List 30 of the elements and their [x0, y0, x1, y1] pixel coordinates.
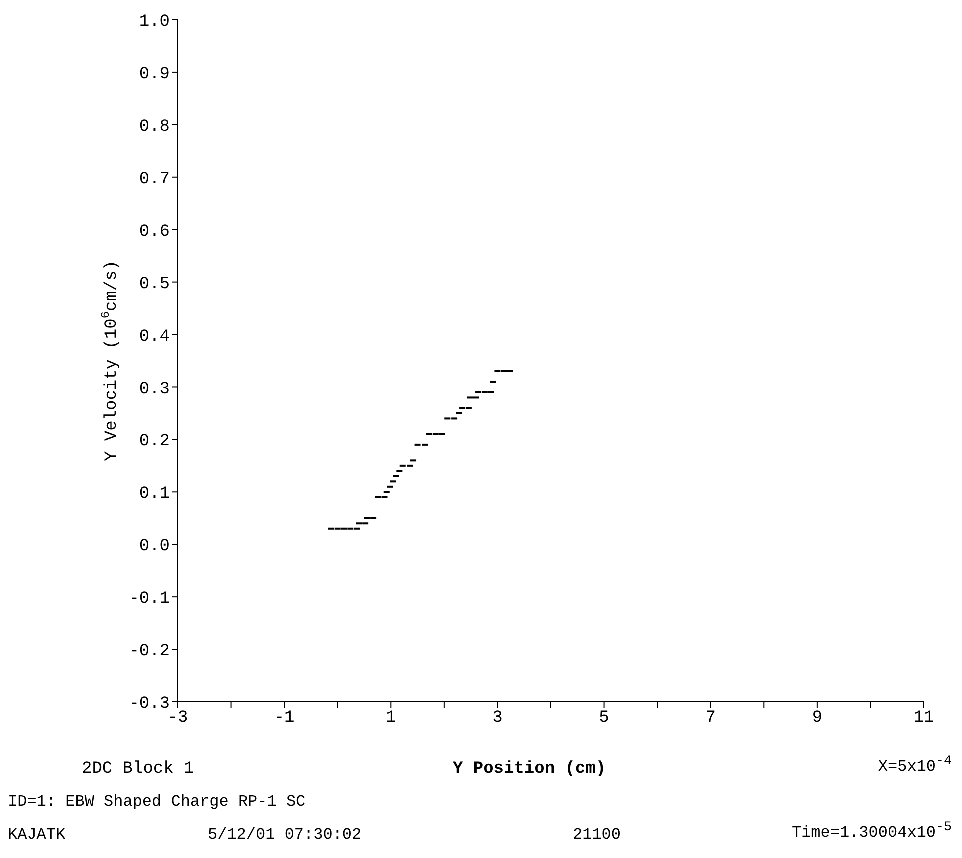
text: 5/12/01 07:30:02	[208, 826, 362, 844]
text: KAJATK	[8, 826, 66, 844]
y-tick-label: 1.0	[139, 13, 170, 32]
text: 2DC Block 1	[82, 760, 194, 779]
y-tick-label: -0.2	[129, 642, 170, 662]
x-tick-label: 11	[914, 709, 934, 728]
y-tick-label: 0.0	[139, 538, 170, 557]
y-tick-label: 0.4	[139, 328, 170, 347]
x-tick-label: 9	[812, 709, 823, 728]
x-tick-label: 5	[599, 709, 610, 728]
x-tick-label: 3	[492, 709, 503, 728]
y-tick-label: -0.1	[129, 590, 170, 610]
y-tick-label: -0.3	[129, 695, 170, 714]
y-tick-label: 0.1	[139, 485, 170, 504]
y-tick-label: 0.3	[139, 380, 170, 400]
text: X=5x10$^{-4}$	[878, 755, 952, 776]
x-tick-label: -3	[168, 709, 188, 728]
y-tick-label: 0.8	[139, 118, 170, 137]
text: 21100	[573, 826, 622, 844]
x-tick-label: 7	[706, 709, 716, 728]
y-tick-label: 0.6	[139, 222, 170, 242]
y-tick-label: 0.2	[139, 432, 170, 452]
x-axis-title: Y Position (cm)	[453, 760, 606, 779]
y-tick-label: 0.5	[139, 275, 170, 294]
y-tick-label: 0.9	[139, 65, 170, 84]
text: Time=1.30004x10$^{-5}$	[792, 821, 952, 842]
x-tick-label: 1	[386, 709, 396, 728]
text: ID=1: EBW Shaped Charge RP-1 SC	[8, 793, 306, 811]
y-tick-label: 0.7	[139, 170, 170, 190]
x-tick-label: -1	[274, 709, 295, 728]
